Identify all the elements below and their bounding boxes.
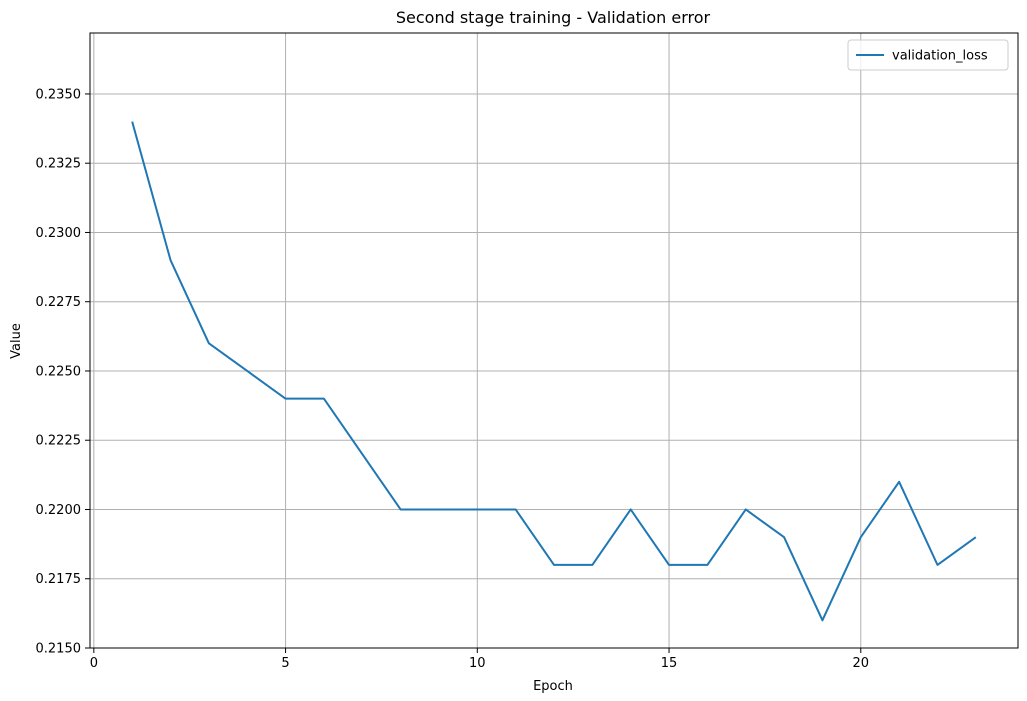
x-tick-label: 20 bbox=[853, 656, 870, 671]
y-tick-label: 0.2350 bbox=[36, 87, 82, 102]
y-tick-label: 0.2300 bbox=[36, 226, 82, 241]
y-tick-label: 0.2325 bbox=[36, 157, 82, 172]
y-tick-label: 0.2275 bbox=[36, 295, 82, 310]
legend-label: validation_loss bbox=[892, 49, 988, 64]
series-group bbox=[131, 121, 977, 622]
y-axis-label: Value bbox=[9, 323, 24, 359]
x-tick-label: 5 bbox=[281, 656, 289, 671]
x-tick-label: 0 bbox=[90, 656, 98, 671]
y-tick-label: 0.2200 bbox=[36, 503, 82, 518]
y-tick-label: 0.2225 bbox=[36, 434, 82, 449]
plot-frame bbox=[89, 32, 1019, 649]
chart-title: Second stage training - Validation error bbox=[396, 8, 711, 27]
y-tick-label: 0.2250 bbox=[36, 364, 82, 379]
series-line-validation_loss bbox=[131, 121, 977, 622]
legend-box bbox=[847, 39, 1009, 71]
axes: 0 5 10 15 20 0.2150 0.2175 0.2200 0.2225 0.2250 0.… bbox=[36, 32, 1019, 671]
x-tick-label: 10 bbox=[469, 656, 486, 671]
x-axis-label: Epoch bbox=[533, 679, 573, 694]
y-tick-label: 0.2150 bbox=[36, 642, 82, 657]
y-tick-label: 0.2175 bbox=[36, 572, 82, 587]
x-tick-label: 15 bbox=[661, 656, 678, 671]
legend: validation_loss bbox=[847, 39, 1009, 71]
